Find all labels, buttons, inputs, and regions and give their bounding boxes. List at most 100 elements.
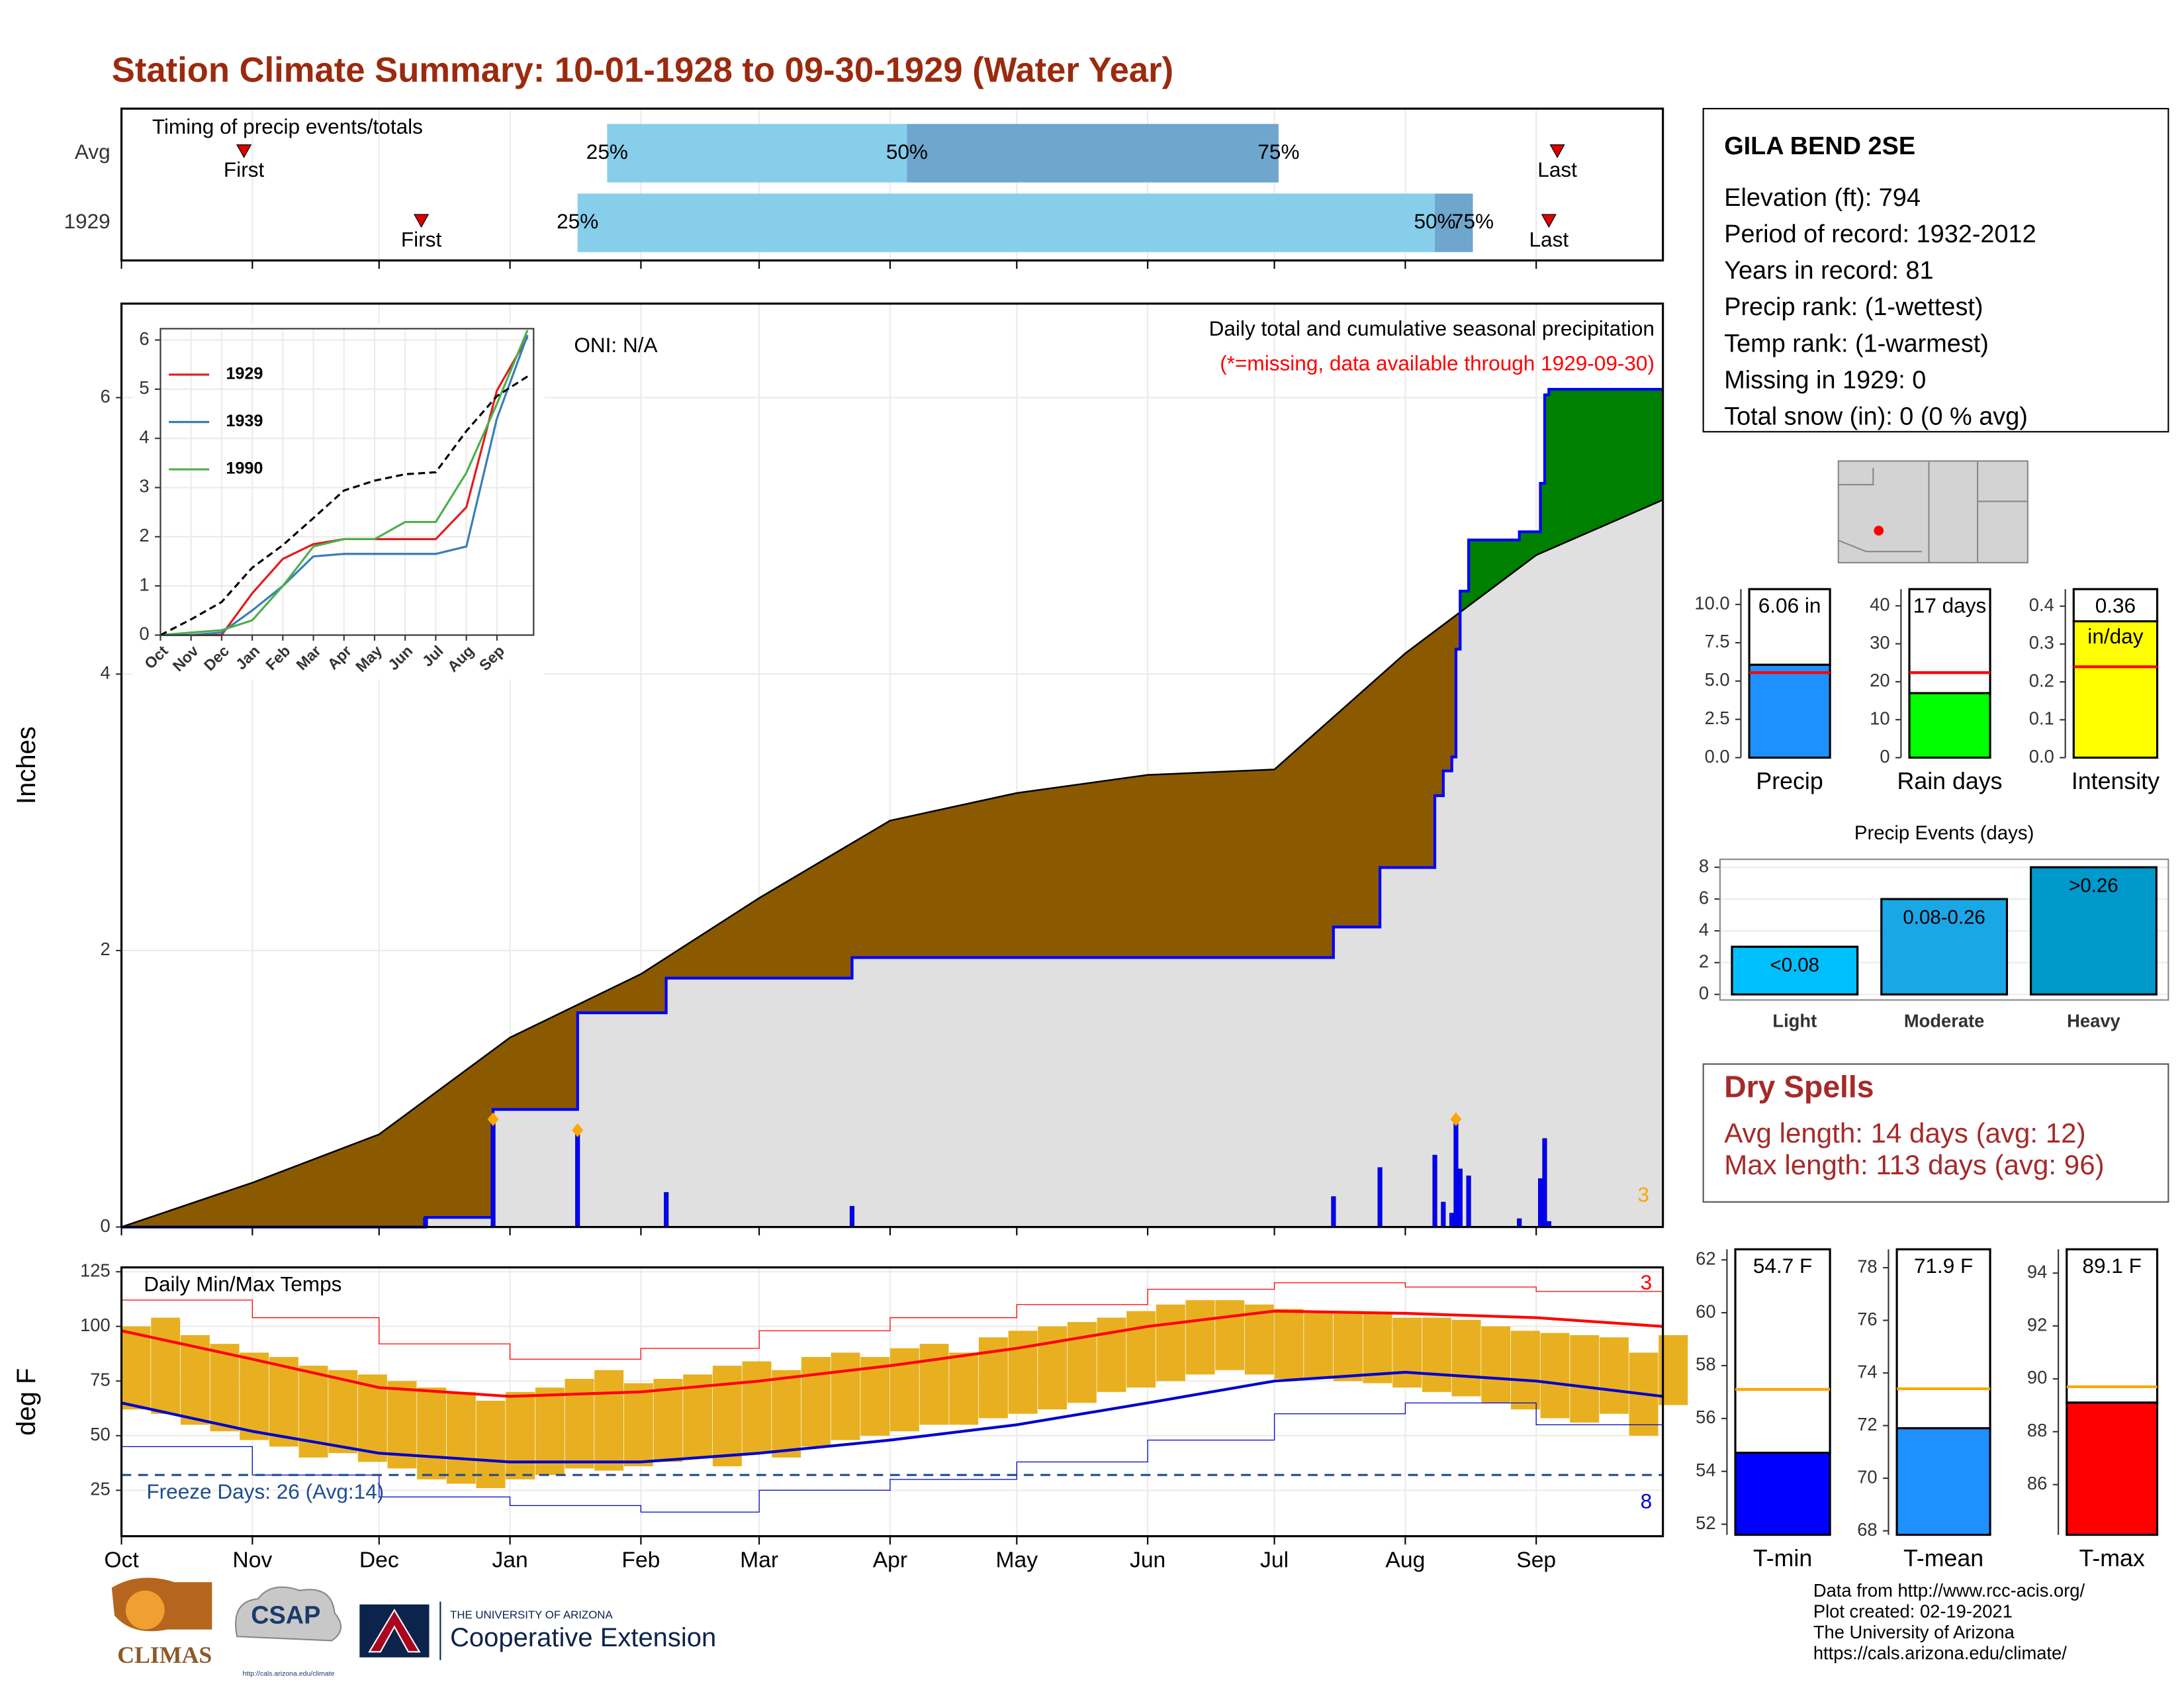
station-line: Temp rank: (1-warmest) (1724, 330, 1989, 357)
temp-range-bar (1304, 1313, 1334, 1379)
y-tick-label: 94 (2027, 1261, 2047, 1282)
row-label: 1929 (64, 209, 111, 233)
y-tick-label: 0 (100, 1215, 110, 1236)
range-bar (907, 124, 1279, 183)
y-tick-label: 60 (1696, 1301, 1715, 1321)
temp-range-bar (1570, 1335, 1600, 1423)
bin-label: 0.08-0.26 (1903, 906, 1985, 928)
map-borders (1838, 461, 2028, 563)
category-label: Rain days (1897, 768, 2003, 794)
value-label: 71.9 F (1914, 1254, 1973, 1278)
y-tick-label: 52 (1696, 1513, 1715, 1533)
csap-text: CSAP (251, 1602, 320, 1630)
ua-name: THE UNIVERSITY OF ARIZONA (450, 1609, 613, 1621)
bar (2066, 1401, 2159, 1536)
y-tick-label: 62 (1696, 1248, 1715, 1268)
cumulative-area (121, 500, 1663, 1227)
value-label: 54.7 F (1753, 1254, 1812, 1278)
average-min-line (121, 1370, 1663, 1464)
percent-label: 75% (1257, 140, 1299, 164)
x-tick-label: Moderate (1904, 1011, 1985, 1031)
y-axis-label: Inches (12, 726, 41, 804)
y-tick-label: 92 (2027, 1314, 2047, 1335)
y-tick-label: 1 (139, 574, 149, 594)
temp-title: Daily Min/Max Temps (144, 1272, 341, 1295)
percent-label: 75% (1452, 209, 1494, 233)
x-tick-label: Apr (873, 1548, 907, 1572)
temp-range-bar (476, 1400, 506, 1489)
y-tick-label: 8 (1699, 855, 1709, 876)
logos: CLIMAS CSAP http://cals.arizona.edu/clim… (111, 1577, 716, 1678)
oni-annotation: ONI: N/A (574, 333, 657, 357)
value-box (2072, 588, 2159, 623)
temp-range-bar (1510, 1331, 1540, 1410)
x-tick-label: Sep (1516, 1548, 1556, 1572)
y-tick-label: 76 (1857, 1309, 1877, 1329)
station-line: Total snow (in): 0 (0 % avg) (1724, 403, 2028, 431)
y-tick-label: 0.0 (2029, 746, 2054, 767)
temp-range-bar (1540, 1333, 1570, 1419)
plot-frame (1719, 859, 2169, 1001)
temp-range-bar (1422, 1317, 1451, 1392)
bar (1731, 945, 1859, 996)
temp-range-bar (949, 1352, 979, 1425)
x-tick-label: Oct (104, 1548, 139, 1572)
daily-precip-bar (1517, 1218, 1522, 1228)
temp-range-bar (1067, 1322, 1097, 1403)
record-low-count: 8 (1641, 1489, 1653, 1513)
y-tick-label: 88 (2027, 1420, 2047, 1440)
temp-range-bar (860, 1356, 890, 1436)
daily-precip-bar (1466, 1175, 1471, 1228)
temp-range-bar (653, 1378, 683, 1462)
range-bar (1435, 193, 1473, 252)
y-tick-label: 40 (1870, 594, 1889, 614)
y-tick-label: 7.5 (1705, 631, 1730, 651)
y-tick-label: 0.4 (2029, 594, 2054, 615)
value-box (1908, 588, 1991, 694)
station-line: Elevation (ft): 794 (1724, 184, 1921, 212)
x-tick-label: Jul (1260, 1548, 1289, 1572)
value-box (1734, 1248, 1831, 1454)
daily-precip-bar (664, 1192, 669, 1228)
footer-line: https://cals.arizona.edu/climate/ (1813, 1643, 2067, 1664)
daily-precip-bar (1457, 1168, 1463, 1228)
location-map (1837, 460, 2028, 564)
legend-label: 1939 (226, 412, 263, 430)
y-tick-label: 20 (1870, 670, 1889, 690)
plot-frame (120, 107, 1664, 262)
station-line: Years in record: 81 (1724, 257, 1933, 285)
category-label: T-max (2079, 1545, 2144, 1571)
x-tick-label: Mar (740, 1548, 778, 1572)
category-label: Intensity (2071, 768, 2160, 794)
percent-label: 50% (886, 140, 928, 164)
bar (2072, 620, 2159, 759)
y-tick-label: 0 (1699, 982, 1709, 1003)
temp-range-bar (594, 1370, 624, 1471)
y-tick-label: 25 (90, 1479, 110, 1499)
y-tick-label: 5 (139, 377, 149, 398)
bar (1748, 663, 1831, 759)
climas-text: CLIMAS (117, 1642, 212, 1668)
y-tick-label: 6 (1699, 887, 1709, 908)
daily-precip-bar (1432, 1154, 1437, 1228)
station-name: GILA BEND 2SE (1724, 132, 1915, 160)
csap-cloud (235, 1586, 341, 1642)
legend-label: 1990 (226, 459, 263, 478)
temp-range-bar (417, 1387, 447, 1479)
value-label: 0.36 (2095, 594, 2136, 618)
bar (1734, 1452, 1831, 1536)
temp-range-bar (712, 1366, 742, 1467)
station-line: Precip rank: (1-wettest) (1724, 293, 1983, 321)
page-title: Station Climate Summary: 10-01-1928 to 0… (112, 50, 1173, 89)
dry-spells-title: Dry Spells (1724, 1070, 1874, 1104)
station-box (1702, 108, 2169, 433)
plot-area (160, 328, 534, 635)
y-tick-label: 68 (1857, 1519, 1877, 1540)
y-tick-label: 6 (139, 328, 149, 349)
station-line: Missing in 1929: 0 (1724, 366, 1926, 394)
timing-title: Timing of precip events/totals (152, 115, 423, 138)
x-tick-label: Heavy (2067, 1011, 2120, 1031)
daily-precip-bar (1542, 1138, 1547, 1228)
station-location (1874, 526, 1884, 536)
